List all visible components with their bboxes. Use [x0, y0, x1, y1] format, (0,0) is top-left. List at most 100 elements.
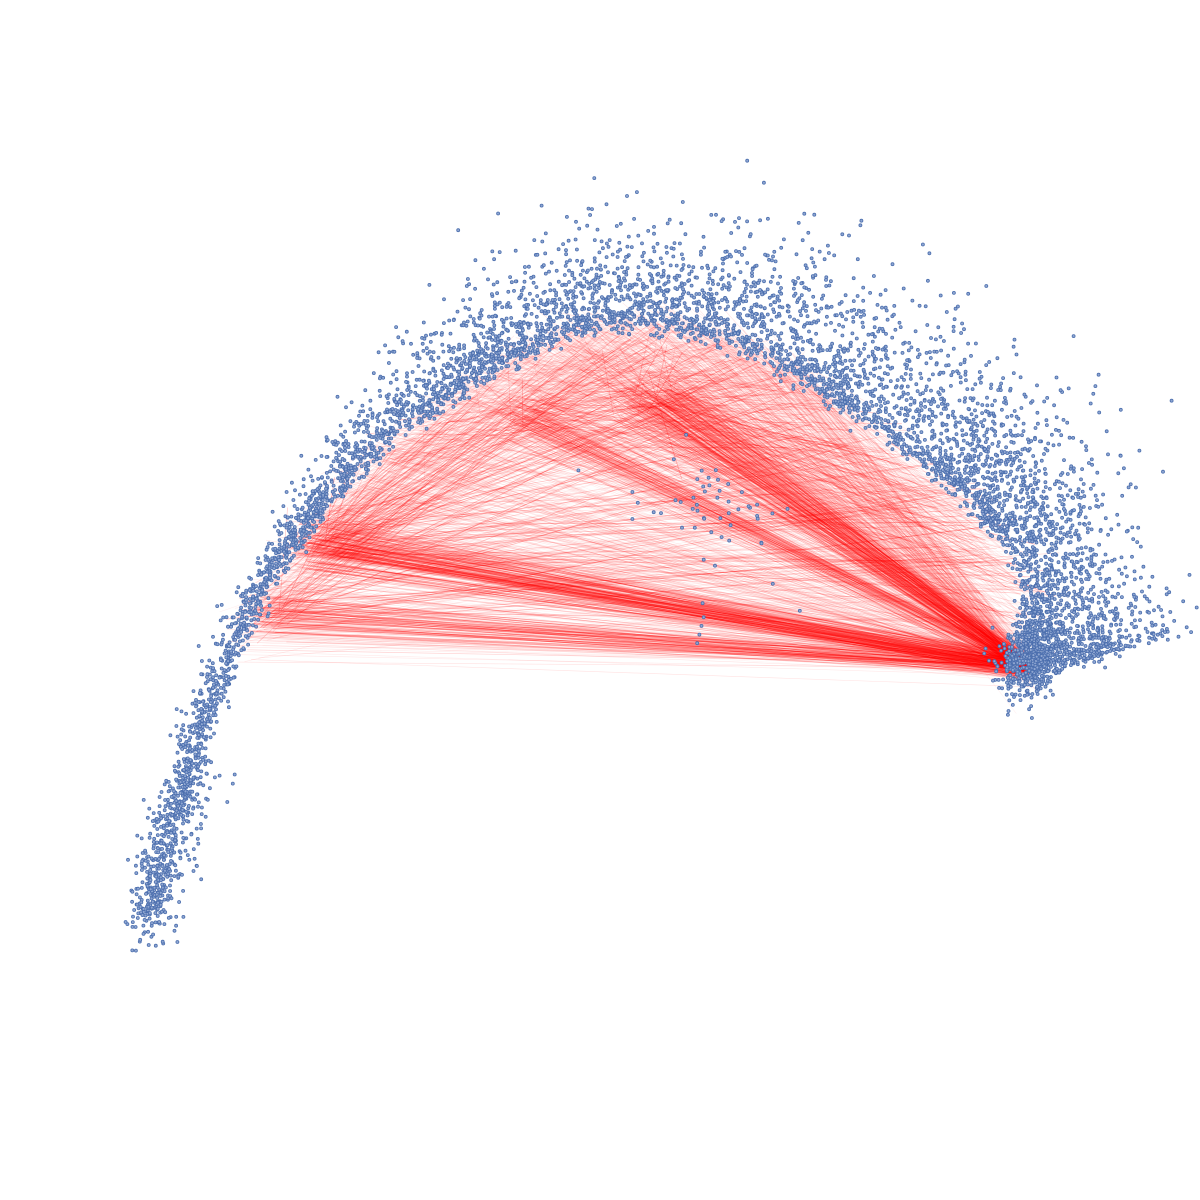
edge-line [440, 389, 1027, 681]
node-point [1105, 649, 1110, 654]
node-point [428, 332, 433, 337]
node-point [339, 449, 344, 454]
edge-line [685, 334, 924, 475]
edge-line [452, 388, 1032, 670]
edge-line [318, 429, 582, 542]
edge-line [242, 609, 1025, 674]
edge-line [780, 370, 1030, 676]
edge-line [318, 413, 730, 548]
node-point [1011, 440, 1016, 445]
node-point [779, 331, 784, 336]
edge-line [587, 347, 1019, 678]
edge-line [456, 391, 1019, 668]
edge-line [533, 350, 1018, 667]
edge-line [451, 379, 897, 465]
node-point [1072, 589, 1077, 594]
edge-line [455, 374, 858, 404]
node-point [1006, 563, 1011, 568]
edge-line [758, 361, 1027, 683]
edge-line [793, 385, 986, 569]
node-point [1119, 571, 1124, 576]
edge-line [501, 379, 983, 524]
edge-line [489, 353, 830, 396]
node-point [1019, 541, 1023, 546]
edge-line [308, 505, 1045, 594]
node-point [1088, 506, 1092, 510]
edge-line [566, 312, 1027, 663]
node-point [256, 573, 261, 577]
node-point [424, 333, 428, 338]
node-point [1092, 660, 1097, 664]
edge-line [411, 422, 1033, 668]
edge-line [374, 448, 1005, 542]
node-point [1071, 334, 1076, 339]
edge-line [453, 328, 613, 432]
node-point [462, 358, 467, 363]
node-point [1119, 618, 1124, 622]
node-point [285, 521, 290, 526]
node-point [444, 374, 449, 379]
node-point [422, 369, 427, 374]
node-point [481, 335, 486, 340]
edge-line [643, 318, 1014, 583]
edge-line [311, 519, 1033, 674]
edge-line [312, 363, 745, 567]
edge-line [792, 356, 1030, 670]
node-point [979, 420, 983, 425]
edge-line [627, 388, 840, 462]
node-point [348, 419, 353, 424]
edge-line [372, 399, 844, 461]
edge-line [330, 514, 1017, 665]
node-point [873, 366, 878, 371]
edge-line [517, 415, 1021, 670]
edge-line [474, 370, 732, 375]
edge-line [369, 455, 964, 519]
edge-line [346, 509, 1016, 565]
edge-line [770, 355, 1022, 660]
node-point [677, 298, 682, 303]
node-point [146, 862, 151, 867]
node-point [841, 324, 845, 329]
node-point [223, 689, 228, 694]
edge-line [242, 639, 1023, 669]
edge-line [227, 628, 1030, 665]
edge-line [237, 338, 583, 646]
node-point [1001, 376, 1005, 381]
node-point [1100, 624, 1105, 629]
edge-line [260, 600, 1014, 665]
node-point [908, 372, 913, 377]
edge-line [764, 345, 1024, 671]
node-point [428, 339, 433, 344]
edge-line [299, 332, 626, 540]
node-point [216, 696, 221, 701]
edge-line [400, 418, 1022, 662]
node-point [192, 701, 197, 705]
edge-line [258, 602, 1032, 667]
edge-line [545, 337, 891, 448]
edge-line [305, 438, 487, 550]
node-point [900, 350, 905, 355]
edge-line [358, 388, 520, 494]
node-point [1096, 372, 1101, 377]
node-point [687, 272, 692, 277]
edge-line [493, 372, 782, 387]
node-point [879, 382, 884, 387]
edge-line [720, 337, 1037, 691]
edge-line [410, 425, 1019, 668]
edge-line [717, 315, 1023, 680]
node-point [243, 634, 248, 638]
edge-line [297, 571, 1034, 670]
edge-line [263, 490, 958, 596]
node-point [778, 274, 782, 279]
edge-line [393, 445, 1035, 673]
node-point [475, 348, 480, 353]
edge-line [573, 313, 1024, 661]
node-point [768, 279, 773, 284]
edge-line [341, 511, 1032, 671]
edge-line [461, 317, 715, 405]
edge-line [547, 344, 1022, 681]
edge-line [537, 352, 936, 492]
edge-line [357, 353, 605, 569]
edge-line [466, 403, 963, 503]
edge-line [335, 346, 622, 530]
